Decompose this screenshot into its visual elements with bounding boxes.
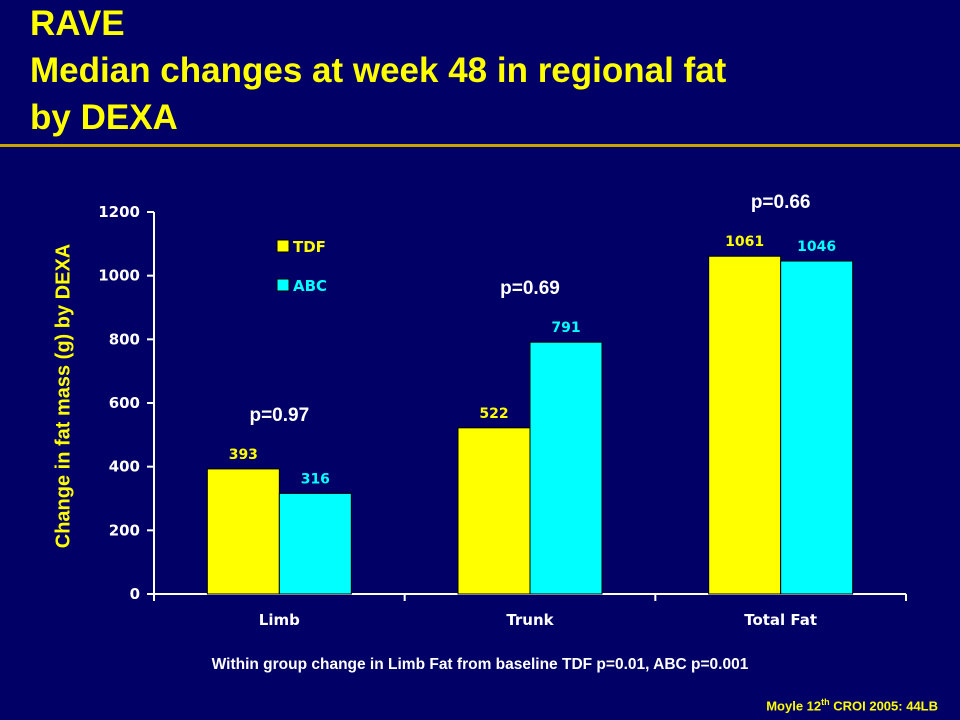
y-tick-label: 800 xyxy=(109,330,140,348)
p-value-label: p=0.66 xyxy=(751,192,811,213)
title-divider xyxy=(0,144,960,147)
legend-swatch-abc xyxy=(276,278,290,292)
footnote: Within group change in Limb Fat from bas… xyxy=(211,656,749,673)
bar-tdf xyxy=(708,255,782,595)
bar-tdf xyxy=(206,468,280,595)
citation: Moyle 12th CROI 2005: 44LB xyxy=(766,697,938,713)
y-tick-label: 1200 xyxy=(98,203,140,221)
data-label: 316 xyxy=(301,471,330,487)
data-label: 791 xyxy=(551,320,580,336)
data-label: 1061 xyxy=(725,234,764,250)
title-line-3: by DEXA xyxy=(30,98,178,137)
bar-abc xyxy=(780,260,854,595)
y-tick-label: 400 xyxy=(109,458,140,476)
x-category-label: Trunk xyxy=(506,611,554,629)
legend-swatch-tdf xyxy=(276,239,290,253)
data-label: 522 xyxy=(479,406,508,422)
citation-ordinal: th xyxy=(821,697,830,707)
citation-conference: CROI 2005: 44LB xyxy=(829,698,938,714)
bar-tdf xyxy=(457,427,531,595)
p-value-label: p=0.69 xyxy=(500,278,560,299)
legend-label-abc: ABC xyxy=(293,277,327,295)
data-label: 1046 xyxy=(797,239,836,255)
bar-abc xyxy=(278,492,352,595)
y-tick-label: 200 xyxy=(109,521,140,539)
y-tick-label: 600 xyxy=(109,394,140,412)
legend-label-tdf: TDF xyxy=(293,238,326,256)
p-value-label: p=0.97 xyxy=(249,405,309,426)
bar-abc xyxy=(529,341,603,595)
title-line-1: RAVE xyxy=(30,4,125,43)
y-tick-label: 0 xyxy=(130,585,140,603)
x-category-label: Limb xyxy=(259,611,300,629)
title-line-2: Median changes at week 48 in regional fa… xyxy=(30,51,727,90)
y-tick-label: 1000 xyxy=(98,267,140,285)
slide-title: RAVE Median changes at week 48 in region… xyxy=(30,0,950,141)
x-category-label: Total Fat xyxy=(744,611,817,629)
citation-author: Moyle 12 xyxy=(766,698,822,714)
data-label: 393 xyxy=(229,447,258,463)
